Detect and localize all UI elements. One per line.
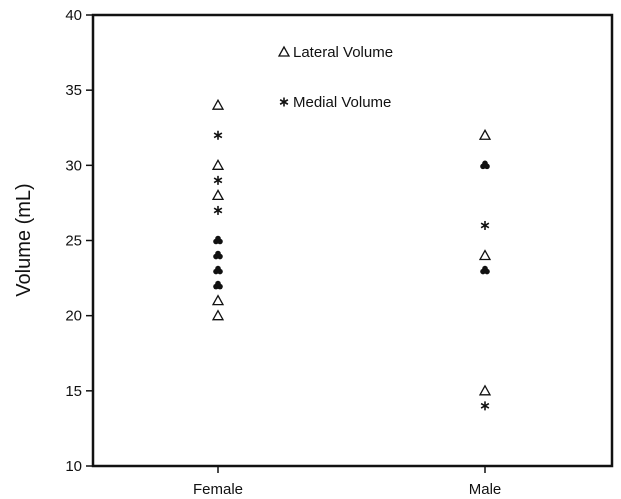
y-tick-label: 15 [65,383,82,400]
y-axis: 10 15 20 25 30 35 40 [65,7,93,475]
medial-volume-point [213,205,223,215]
overlap-point [480,160,490,170]
x-axis: Female Male [193,466,501,498]
y-tick-label: 20 [65,308,82,325]
legend-label: Medial Volume [293,94,391,111]
medial-volume-point [213,175,223,185]
y-tick-label: 30 [65,157,82,174]
lateral-volume-point [211,98,225,110]
plot-area-frame [91,13,614,468]
overlap-point [213,265,223,275]
legend-marker-triangle [277,45,291,57]
lateral-volume-point [211,309,225,321]
lateral-volume-point [478,384,492,396]
legend: Lateral Volume Medial Volume [277,44,393,111]
overlap-point [213,250,223,260]
medial-volume-point [480,401,490,411]
x-tick-label: Male [469,481,502,498]
y-tick-label: 25 [65,233,82,250]
overlap-point [480,265,490,275]
medial-volume-point [480,220,490,230]
y-axis-title: Volume (mL) [13,183,35,296]
lateral-volume-point [211,158,225,170]
y-tick-label: 40 [65,7,82,24]
lateral-volume-point [478,128,492,140]
overlap-point [213,235,223,245]
legend-label: Lateral Volume [293,44,393,61]
y-tick-label: 10 [65,458,82,475]
lateral-volume-point [211,189,225,201]
x-tick-label: Female [193,481,243,498]
lateral-volume-point [478,249,492,261]
medial-volume-point [213,130,223,140]
data-points [211,98,492,411]
legend-marker-asterisk [279,97,289,107]
overlap-point [213,280,223,290]
y-tick-label: 35 [65,82,82,99]
lateral-volume-point [211,294,225,306]
